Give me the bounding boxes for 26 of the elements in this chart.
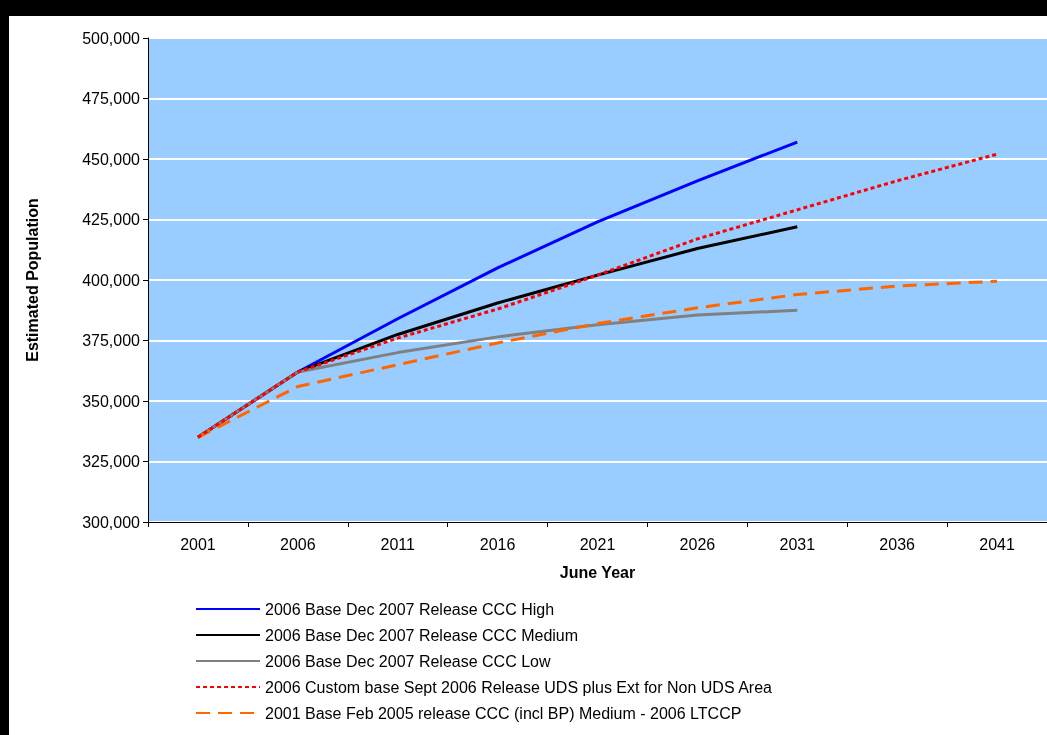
x-tick-label: 2041	[979, 535, 1015, 553]
y-tick-label: 300,000	[82, 513, 141, 531]
y-tick-label: 475,000	[82, 90, 141, 107]
legend-label: 2001 Base Feb 2005 release CCC (incl BP) Medium - 2006 LTCCP	[265, 704, 742, 722]
y-tick-label: 325,000	[82, 453, 141, 470]
y-tick-label: 375,000	[82, 332, 141, 349]
x-tick-label: 2026	[679, 535, 716, 553]
x-axis-title: June Year	[559, 563, 636, 581]
y-tick-label: 450,000	[82, 150, 141, 168]
x-tick-label: 2021	[579, 535, 616, 553]
x-tick-label: 2031	[779, 535, 816, 553]
legend-label: 2006 Base Dec 2007 Release CCC High	[265, 600, 555, 618]
x-tick-label: 2006	[280, 535, 316, 553]
legend-label: 2006 Base Dec 2007 Release CCC Medium	[265, 626, 579, 644]
y-tick-label: 500,000	[82, 29, 141, 47]
y-axis-title: Estimated Population	[23, 198, 41, 362]
y-tick-label: 400,000	[82, 271, 141, 289]
x-tick-label: 2036	[879, 535, 916, 553]
x-tick-label: 2011	[380, 535, 416, 553]
y-tick-label: 425,000	[82, 211, 141, 228]
y-tick-label: 350,000	[82, 392, 141, 410]
legend-label: 2006 Base Dec 2007 Release CCC Low	[265, 652, 551, 670]
legend-label: 2006 Custom base Sept 2006 Release UDS plus Ext for Non UDS Area	[265, 678, 773, 696]
x-tick-label: 2001	[180, 535, 216, 553]
line-series	[196, 152, 999, 439]
x-tick-label: 2016	[479, 535, 516, 553]
